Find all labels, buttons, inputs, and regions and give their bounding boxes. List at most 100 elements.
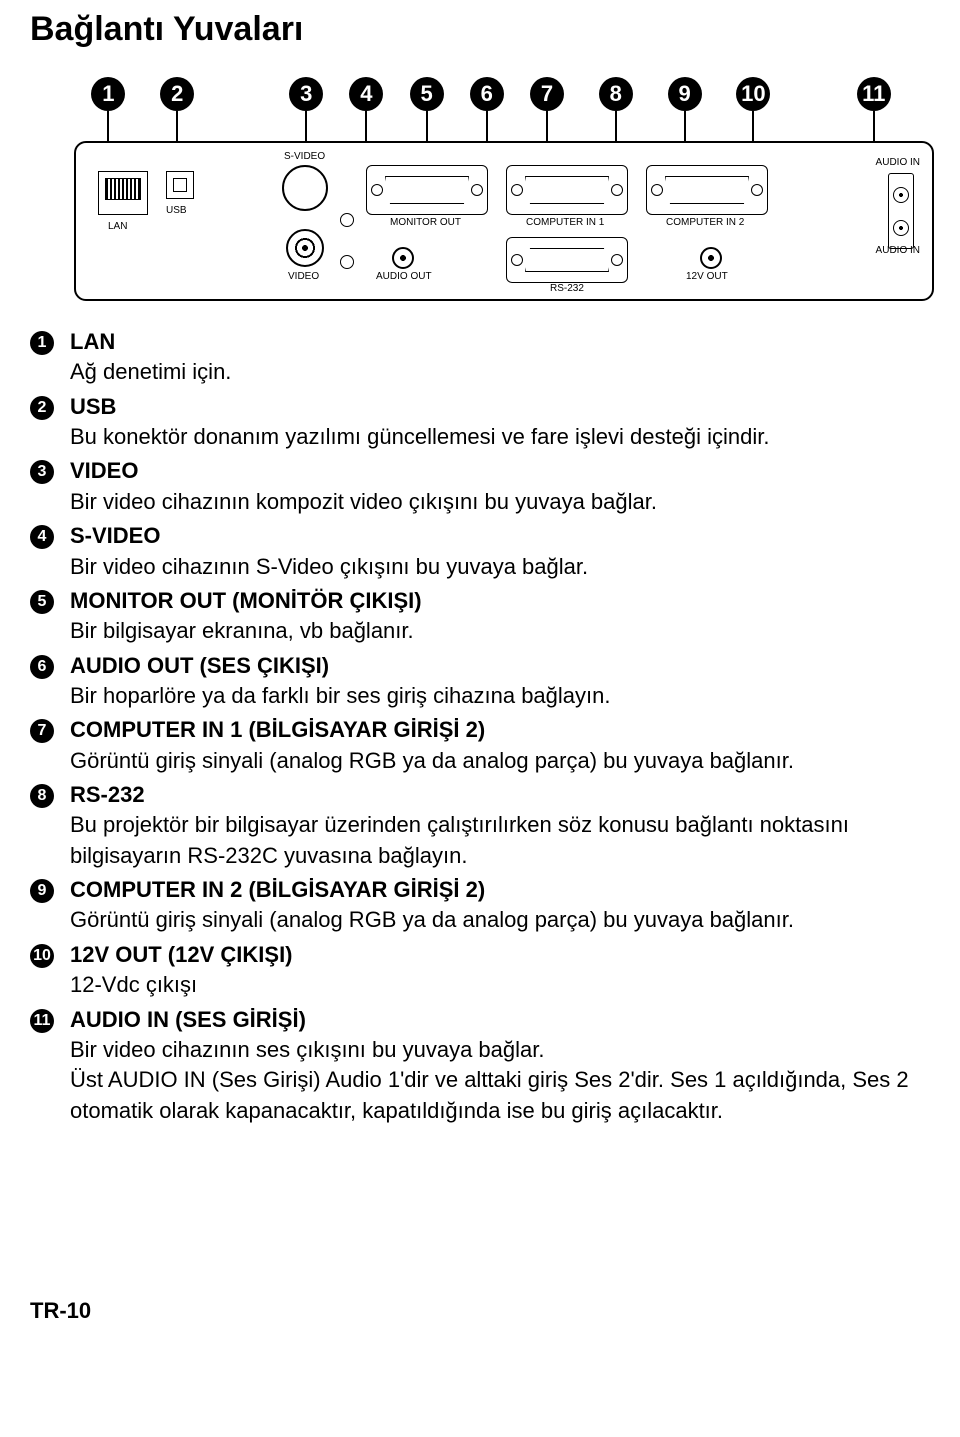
label-audio-in-bottom: AUDIO IN — [876, 245, 920, 256]
desc-definition: Bir bilgisayar ekranına, vb bağlanır. — [70, 616, 930, 646]
desc-body: 12V OUT (12V ÇIKIŞI) 12-Vdc çıkışı — [70, 940, 930, 1001]
desc-badge: 5 — [30, 590, 54, 614]
port-svideo — [282, 165, 328, 211]
label-monitor-out: MONITOR OUT — [390, 217, 461, 228]
desc-body: RS-232 Bu projektör bir bilgisayar üzerin… — [70, 780, 930, 871]
callout-badge: 3 — [289, 77, 323, 111]
desc-body: VIDEOBir video cihazının kompozit video … — [70, 456, 930, 517]
port-computer-in-1 — [506, 165, 628, 215]
callout-9: 9 — [668, 77, 702, 141]
callout-10: 10 — [736, 77, 770, 141]
label-svideo: S-VIDEO — [284, 151, 325, 162]
callout-badge: 5 — [410, 77, 444, 111]
desc-item-7: 7 COMPUTER IN 1 (BİLGİSAYAR GİRİŞİ 2) Görü… — [30, 715, 930, 776]
screw-hole — [340, 255, 354, 269]
callout-11: 11 — [857, 77, 891, 141]
desc-term: S-VIDEO — [70, 523, 160, 548]
callout-badge: 8 — [599, 77, 633, 111]
desc-item-6: 6AUDIO OUT (SES ÇIKIŞI)Bir hoparlöre ya … — [30, 651, 930, 712]
desc-definition: Ağ denetimi için. — [70, 357, 930, 387]
callout-badge: 4 — [349, 77, 383, 111]
callout-leader — [365, 111, 367, 141]
callout-3: 3 — [289, 77, 323, 141]
port-rs232 — [506, 237, 628, 283]
callout-5: 5 — [410, 77, 444, 141]
label-lan: LAN — [108, 221, 127, 232]
desc-term: RS-232 — [70, 782, 145, 807]
desc-body: USBBu konektör donanım yazılımı güncelle… — [70, 392, 930, 453]
page-title: Bağlantı Yuvaları — [30, 10, 930, 49]
port-video — [286, 229, 324, 267]
port-usb — [166, 171, 194, 199]
desc-definition: 12-Vdc çıkışı — [70, 970, 930, 1000]
desc-badge: 9 — [30, 879, 54, 903]
callout-badge: 2 — [160, 77, 194, 111]
desc-item-3: 3 VIDEOBir video cihazının kompozit video… — [30, 456, 930, 517]
desc-term: LAN — [70, 329, 115, 354]
desc-definition: Görüntü giriş sinyali (analog RGB ya da … — [70, 905, 930, 935]
callout-badge: 9 — [668, 77, 702, 111]
callout-leader — [176, 111, 178, 141]
desc-item-11: 11 AUDIO IN (SES GİRİŞİ) Bir video cihazın… — [30, 1005, 930, 1126]
desc-definition: Bir video cihazının ses çıkışını bu yuva… — [70, 1035, 930, 1065]
desc-definition: Görüntü giriş sinyali (analog RGB ya da … — [70, 746, 930, 776]
desc-body: AUDIO IN (SES GİRİŞİ) Bir video cihazının… — [70, 1005, 930, 1126]
desc-item-2: 2 USBBu konektör donanım yazılımı güncell… — [30, 392, 930, 453]
label-video: VIDEO — [288, 271, 319, 282]
desc-badge: 11 — [30, 1009, 54, 1033]
desc-item-10: 10 12V OUT (12V ÇIKIŞI) 12-Vdc çıkışı — [30, 940, 930, 1001]
callout-leader — [752, 111, 754, 141]
desc-badge: 1 — [30, 331, 54, 355]
desc-definition: Bu konektör donanım yazılımı güncellemes… — [70, 422, 930, 452]
desc-badge: 2 — [30, 396, 54, 420]
desc-term: AUDIO OUT (SES ÇIKIŞI) — [70, 653, 329, 678]
desc-item-5: 5MONITOR OUT (MONİTÖR ÇIKIŞI)Bir bilgisa… — [30, 586, 930, 647]
callout-leader — [426, 111, 428, 141]
desc-definition-2: Üst AUDIO IN (Ses Girişi) Audio 1'dir ve… — [70, 1065, 930, 1126]
callout-8: 8 — [599, 77, 633, 141]
desc-body: COMPUTER IN 1 (BİLGİSAYAR GİRİŞİ 2) Görün… — [70, 715, 930, 776]
label-rs232: RS-232 — [550, 283, 584, 294]
desc-term: COMPUTER IN 1 (BİLGİSAYAR GİRİŞİ 2) — [70, 717, 485, 742]
callout-6: 6 — [470, 77, 504, 141]
port-computer-in-2 — [646, 165, 768, 215]
callout-4: 4 — [349, 77, 383, 141]
desc-term: VIDEO — [70, 458, 138, 483]
callout-badge: 11 — [857, 77, 891, 111]
desc-item-4: 4 S-VIDEO Bir video cihazının S-Video çıkı… — [30, 521, 930, 582]
desc-term: 12V OUT (12V ÇIKIŞI) — [70, 942, 293, 967]
callout-leader — [305, 111, 307, 141]
connector-diagram: 1 2 34567 8 9 10 11 LAN USB S-VIDEO VIDEO AUDI… — [74, 77, 934, 301]
callout-leader — [684, 111, 686, 141]
descriptions: 1 LAN Ağ denetimi için. 2 USBBu konektör don… — [30, 327, 930, 1126]
desc-badge: 4 — [30, 525, 54, 549]
callout-1: 1 — [91, 77, 125, 141]
callout-7: 7 — [530, 77, 564, 141]
label-12v-out: 12V OUT — [686, 271, 728, 282]
callout-2: 2 — [160, 77, 194, 141]
desc-definition: Bir hoparlöre ya da farklı bir ses giriş… — [70, 681, 930, 711]
callout-leader — [107, 111, 109, 141]
desc-term: AUDIO IN (SES GİRİŞİ) — [70, 1007, 306, 1032]
desc-body: AUDIO OUT (SES ÇIKIŞI) Bir hoparlöre ya d… — [70, 651, 930, 712]
label-computer-in-2: COMPUTER IN 2 — [666, 217, 744, 228]
desc-item-9: 9 COMPUTER IN 2 (BİLGİSAYAR GİRİŞİ 2)Görü… — [30, 875, 930, 936]
callout-leader — [486, 111, 488, 141]
desc-definition: Bir video cihazının S-Video çıkışını bu … — [70, 552, 930, 582]
desc-item-1: 1 LAN Ağ denetimi için. — [30, 327, 930, 388]
desc-badge: 3 — [30, 460, 54, 484]
callout-badge: 1 — [91, 77, 125, 111]
desc-badge: 7 — [30, 719, 54, 743]
page-footer: TR-10 — [30, 1298, 91, 1324]
desc-body: LAN Ağ denetimi için. — [70, 327, 930, 388]
label-audio-in-top: AUDIO IN — [876, 157, 920, 168]
port-monitor-out — [366, 165, 488, 215]
desc-definition: Bu projektör bir bilgisayar üzerinden ça… — [70, 810, 930, 871]
desc-item-8: 8RS-232Bu projektör bir bilgisayar üzeri… — [30, 780, 930, 871]
label-audio-out: AUDIO OUT — [376, 271, 432, 282]
callout-badge: 10 — [736, 77, 770, 111]
desc-body: COMPUTER IN 2 (BİLGİSAYAR GİRİŞİ 2)Görün… — [70, 875, 930, 936]
desc-badge: 10 — [30, 944, 54, 968]
port-12v-out — [700, 247, 722, 269]
rear-panel: LAN USB S-VIDEO VIDEO AUDIO OUT MONITOR … — [74, 141, 934, 301]
